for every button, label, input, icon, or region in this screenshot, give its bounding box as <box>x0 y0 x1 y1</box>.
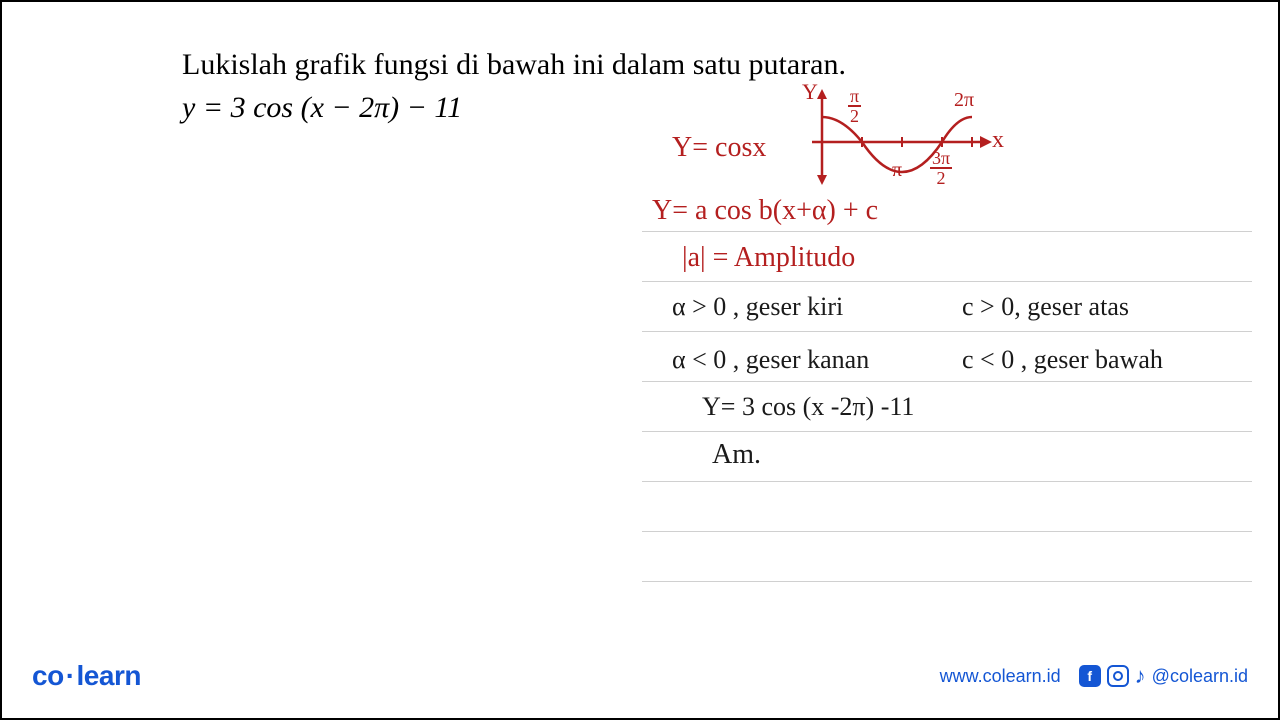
hw-c-pos: c > 0, geser atas <box>962 292 1129 322</box>
hw-c-neg: c < 0 , geser bawah <box>962 345 1163 375</box>
hw-alpha-pos: α > 0 , geser kiri <box>672 292 843 322</box>
social-icons: f ♪ @colearn.id <box>1079 663 1248 689</box>
hw-ycos: Y= cosx <box>672 132 766 164</box>
hw-alpha-neg: α < 0 , geser kanan <box>672 345 869 375</box>
tiktok-icon: ♪ <box>1135 663 1146 689</box>
hw-general-form: Y= a cos b(x+α) + c <box>652 195 878 227</box>
mini-cosine-graph: Y x π2 π 3π2 2π <box>792 87 1012 187</box>
footer: co·learn www.colearn.id f ♪ @colearn.id <box>2 656 1278 696</box>
handwriting-overlay: Y x π2 π 3π2 2π Y= cosx Y= a cos b(x+α) … <box>642 87 1262 537</box>
instagram-icon <box>1107 665 1129 687</box>
footer-url: www.colearn.id <box>940 666 1061 687</box>
question-text: Lukislah grafik fungsi di bawah ini dala… <box>182 42 1248 87</box>
hw-equation: Y= 3 cos (x -2π) -11 <box>702 392 914 422</box>
hw-am: Am. <box>712 439 761 471</box>
facebook-icon: f <box>1079 665 1101 687</box>
brand-logo: co·learn <box>32 660 141 692</box>
hw-amplitude: |a| = Amplitudo <box>682 242 855 274</box>
social-handle: @colearn.id <box>1152 666 1248 687</box>
